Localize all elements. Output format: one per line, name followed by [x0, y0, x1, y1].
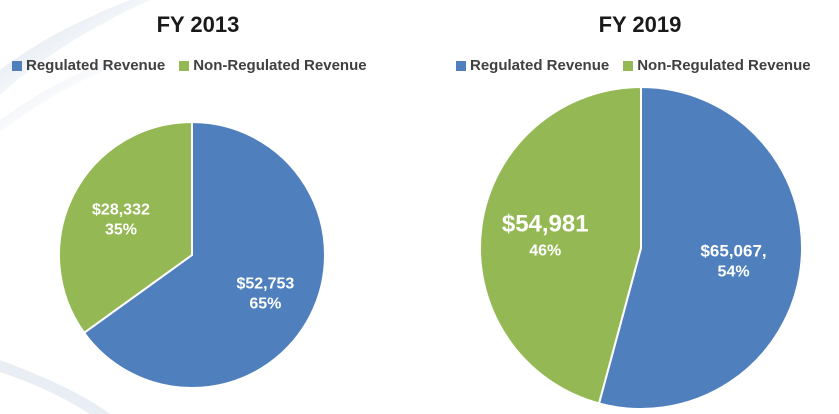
data-label-value-non-regulated: $54,981 — [502, 210, 589, 237]
legend-swatch-non-regulated — [623, 60, 634, 71]
pie-chart-fy2019: $65,067, 54% $54,981 46% — [479, 85, 804, 410]
pie-slice-non-regulated — [58, 120, 193, 335]
chart-title-fy2013: FY 2013 — [156, 12, 240, 37]
pie-slice-non-regulated — [479, 85, 642, 405]
chart-title-fy2019: FY 2019 — [598, 12, 682, 37]
pie-slice-regulated — [82, 120, 326, 389]
legend-swatch-non-regulated — [179, 60, 190, 71]
data-label-value-non-regulated: $28,332 — [92, 202, 150, 219]
legend-item-regulated: Regulated Revenue — [456, 57, 609, 74]
data-label-percent-regulated: 65% — [249, 296, 281, 313]
data-label-percent-non-regulated: 46% — [529, 242, 561, 259]
legend-item-regulated: Regulated Revenue — [12, 57, 165, 74]
legend-item-non-regulated: Non-Regulated Revenue — [623, 57, 811, 74]
data-label-value-regulated: $65,067, — [700, 241, 766, 260]
pie-slice-regulated — [597, 85, 804, 410]
legend-label-regulated: Regulated Revenue — [470, 57, 610, 74]
legend-swatch-regulated — [12, 60, 22, 71]
legend-swatch-regulated — [456, 60, 466, 71]
pie-chart-fy2013: $52,753 65% $28,332 35% — [58, 120, 326, 389]
legend-label-regulated: Regulated Revenue — [26, 57, 166, 74]
legend-fy2019: Regulated Revenue Non-Regulated Revenue — [456, 57, 811, 74]
legend-item-non-regulated: Non-Regulated Revenue — [179, 57, 367, 74]
data-label-value-regulated: $52,753 — [236, 276, 294, 293]
data-label-percent-non-regulated: 35% — [105, 222, 137, 239]
legend-fy2013: Regulated Revenue Non-Regulated Revenue — [12, 57, 367, 74]
data-label-percent-regulated: 54% — [718, 263, 750, 280]
legend-label-non-regulated: Non-Regulated Revenue — [193, 57, 367, 74]
legend-label-non-regulated: Non-Regulated Revenue — [637, 57, 811, 74]
